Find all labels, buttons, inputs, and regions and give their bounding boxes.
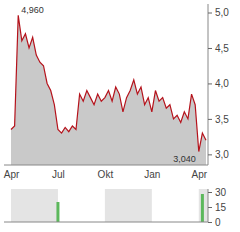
x-axis (4, 222, 208, 223)
x-tick-label: Jan (144, 169, 160, 180)
y-tick: 4,5 (208, 43, 229, 54)
y-tick: 0 (208, 217, 221, 228)
y-tick-label: 4,5 (215, 43, 229, 54)
chart-root: Apr Jul Okt Jan Apr 3,0 3,5 4,0 4,5 5,0 4,960 3,040… (0, 0, 240, 232)
x-tick: Apr (4, 165, 20, 180)
y-tick-label: 3,5 (215, 114, 229, 125)
band (199, 189, 208, 222)
chart-1: 0 15 30 (4, 187, 227, 228)
y-tick: 4,0 (208, 78, 229, 89)
y-tick-label: 0 (215, 217, 221, 228)
x-tick-label: Jul (52, 169, 65, 180)
x-tick-label: Apr (4, 169, 20, 180)
annotation: 4,960 (21, 5, 44, 15)
plot-area (11, 15, 206, 165)
y-tick-mark (208, 207, 212, 208)
y-tick: 3,0 (208, 149, 229, 160)
x-tick-label: Apr (191, 169, 207, 180)
y-tick-label: 15 (215, 202, 227, 213)
chart-0: Apr Jul Okt Jan Apr 3,0 3,5 4,0 4,5 5,0 4,960 3,040 (4, 4, 230, 180)
x-tick-label: Okt (98, 169, 114, 180)
band (105, 189, 152, 222)
annotation: 3,040 (173, 154, 196, 164)
volume-bar (56, 202, 59, 222)
y-tick-mark (208, 192, 212, 193)
y-tick-label: 3,0 (215, 149, 229, 160)
y-tick-mark (208, 13, 212, 14)
y-tick-mark (208, 222, 212, 223)
y-tick: 3,5 (208, 114, 229, 125)
price-area (11, 15, 206, 165)
y-tick-label: 4,0 (215, 78, 229, 89)
y-tick-label: 30 (215, 187, 227, 198)
y-tick: 15 (208, 202, 227, 213)
y-tick-mark (208, 48, 212, 49)
x-tick: Jul (52, 165, 65, 180)
y-tick: 30 (208, 187, 227, 198)
x-axis-line (4, 222, 208, 223)
plot-area (56, 194, 203, 222)
price-line (11, 15, 206, 151)
volume-bar (201, 194, 204, 222)
y-axis-line (208, 189, 209, 222)
x-axis: Apr Jul Okt Jan Apr (4, 165, 208, 180)
y-axis: 3,0 3,5 4,0 4,5 5,0 (208, 4, 229, 165)
y-axis-line (208, 4, 209, 165)
y-axis: 0 15 30 (208, 187, 227, 228)
bands (11, 189, 208, 222)
y-tick-mark (208, 119, 212, 120)
x-tick: Apr (191, 165, 207, 180)
y-tick-mark (208, 154, 212, 155)
x-tick: Okt (98, 165, 114, 180)
x-axis-line (4, 165, 208, 166)
band (11, 189, 58, 222)
y-tick-label: 5,0 (215, 7, 229, 18)
y-tick-mark (208, 83, 212, 84)
y-tick: 5,0 (208, 7, 229, 18)
x-tick: Jan (144, 165, 160, 180)
